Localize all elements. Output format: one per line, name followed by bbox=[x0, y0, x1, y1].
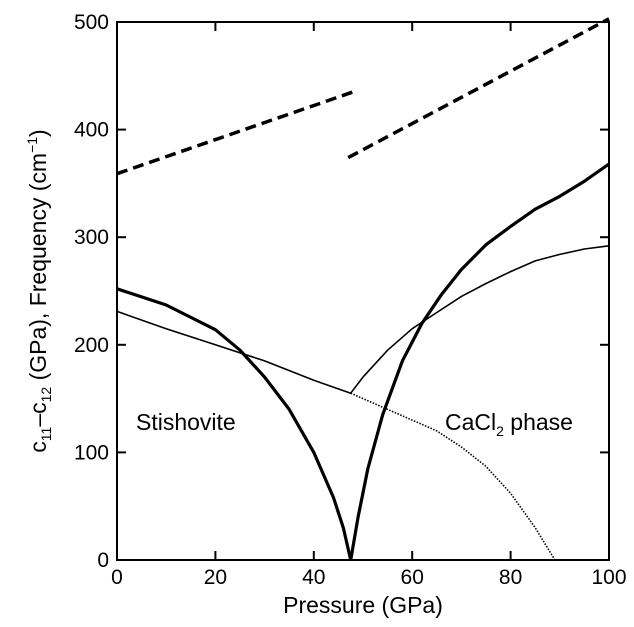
series-line-7 bbox=[350, 392, 556, 561]
y-tick-label: 100 bbox=[74, 441, 109, 464]
x-tick-label: 100 bbox=[591, 566, 626, 589]
series-line-1 bbox=[116, 90, 354, 176]
y-tick-label: 400 bbox=[74, 119, 109, 142]
y-axis-title: c11–c12 (GPa), Frequency (cm−1) bbox=[24, 129, 54, 452]
x-tick-label: 80 bbox=[499, 566, 522, 589]
series-line-3 bbox=[116, 287, 353, 561]
plot-frame bbox=[116, 21, 610, 561]
series-line-6 bbox=[350, 245, 610, 394]
x-axis-title: Pressure (GPa) bbox=[283, 592, 443, 618]
x-tick-label: 60 bbox=[401, 566, 424, 589]
x-tick-label: 0 bbox=[111, 566, 123, 589]
series bbox=[116, 17, 610, 561]
series-line-4 bbox=[349, 162, 610, 561]
series-line-5 bbox=[116, 310, 351, 394]
y-tick-label: 500 bbox=[74, 11, 109, 34]
tick-labels: 0 20 40 60 80 100 0 100 200 300 400 500 bbox=[74, 11, 627, 589]
annotation-stishovite: Stishovite bbox=[136, 409, 236, 435]
ticks bbox=[116, 21, 610, 561]
series-line-2 bbox=[347, 17, 610, 160]
y-tick-label: 0 bbox=[97, 549, 109, 572]
x-tick-label: 20 bbox=[204, 566, 227, 589]
x-tick-label: 40 bbox=[302, 566, 325, 589]
y-tick-label: 300 bbox=[74, 226, 109, 249]
annotation-cacl2-phase: CaCl2 phase bbox=[445, 409, 573, 439]
y-tick-label: 200 bbox=[74, 334, 109, 357]
